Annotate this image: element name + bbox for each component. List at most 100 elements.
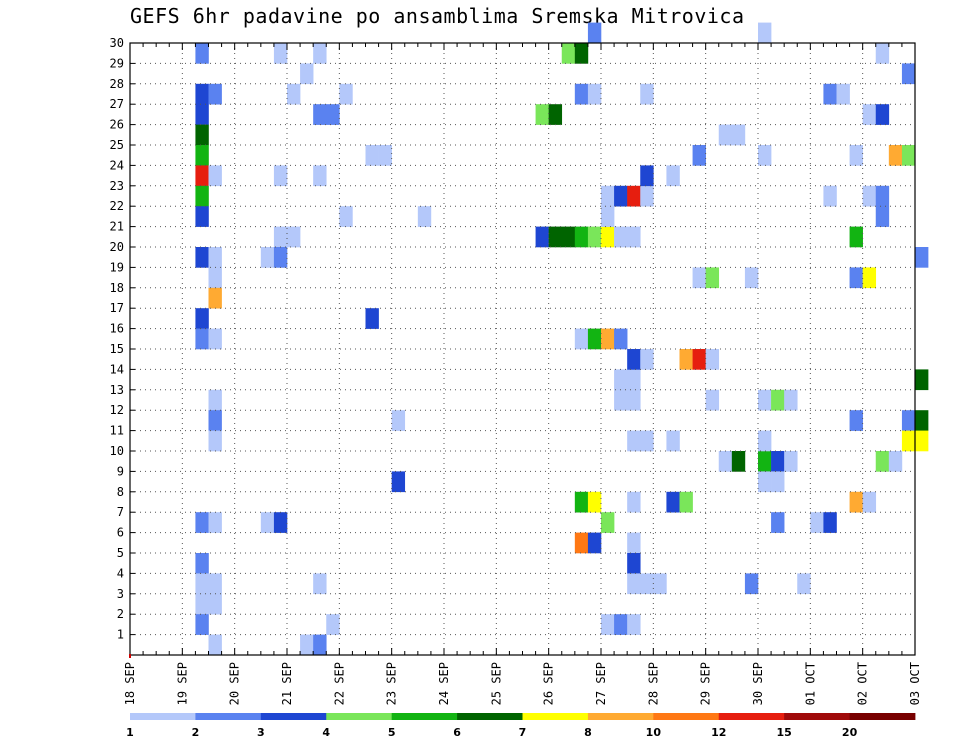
precip-cell [731, 451, 746, 472]
precip-cell [784, 389, 798, 411]
y-tick-label: 1 [117, 628, 124, 642]
precip-cell [601, 206, 615, 227]
colorbar-segment [849, 713, 916, 720]
y-tick-label: 25 [110, 138, 124, 152]
precip-cell [587, 22, 602, 44]
precip-cell [758, 389, 772, 411]
precip-cell [875, 185, 890, 207]
grid-layer [129, 42, 916, 655]
y-tick-label: 24 [110, 158, 124, 172]
precip-cell [627, 389, 641, 411]
precip-cell [313, 43, 327, 64]
precip-cell [614, 185, 628, 207]
precip-cell [208, 328, 222, 350]
precip-cell [208, 512, 222, 533]
precip-cell [195, 553, 209, 574]
colorbar-label: 10 [646, 726, 662, 739]
precip-cell [195, 124, 209, 146]
precip-cell [574, 83, 589, 105]
y-tick-label: 8 [117, 485, 124, 499]
precip-cell [273, 247, 288, 268]
precip-cell [561, 43, 576, 64]
precip-cell [273, 226, 288, 248]
precip-cell [823, 512, 837, 533]
y-tick-label: 18 [110, 281, 124, 295]
y-tick-label: 9 [117, 464, 124, 478]
y-tick-label: 30 [110, 36, 124, 50]
precip-cell [771, 512, 785, 533]
precip-cell [797, 573, 811, 595]
precip-cell [195, 104, 209, 125]
colorbar-label: 8 [584, 726, 592, 739]
precip-cell [548, 226, 563, 248]
precip-cell [614, 614, 628, 635]
precip-cell [758, 451, 772, 472]
precip-cell [195, 145, 209, 166]
x-tick-label: 21 SEP [280, 662, 294, 705]
precip-cell [627, 349, 641, 370]
y-tick-label: 16 [110, 322, 124, 336]
precip-cell [208, 267, 222, 289]
y-tick-label: 19 [110, 260, 124, 274]
precip-cell [574, 328, 589, 350]
precip-cell [679, 349, 693, 370]
precip-cell [195, 165, 209, 187]
y-tick-label: 4 [117, 566, 124, 580]
precip-cell [862, 185, 877, 207]
y-tick-label: 3 [117, 587, 124, 601]
precip-cell [260, 512, 275, 533]
precip-cell [260, 247, 275, 268]
precip-cell [208, 410, 222, 431]
x-tick-label: 20 SEP [228, 662, 242, 705]
x-tick-label: 24 SEP [437, 662, 451, 705]
colorbar-label: 5 [388, 726, 396, 739]
precip-cell [862, 104, 877, 125]
precip-cell [574, 43, 589, 64]
precip-cell [195, 512, 209, 533]
precip-cell [195, 593, 209, 615]
colorbar-label: 7 [519, 726, 527, 739]
precip-cell [627, 491, 641, 513]
x-tick-label: 03 OCT [908, 662, 922, 705]
precip-cell [587, 328, 602, 350]
precip-cell [601, 226, 615, 248]
precip-cell [313, 634, 327, 656]
precip-cell [744, 573, 759, 595]
colorbar-label: 3 [257, 726, 265, 739]
precip-cell [627, 573, 641, 595]
x-tick-label: 02 OCT [856, 662, 870, 705]
precip-cell [195, 573, 209, 595]
precip-cell [758, 22, 772, 44]
y-tick-label: 20 [110, 240, 124, 254]
precip-cell [666, 491, 680, 513]
colorbar-segment [195, 713, 262, 720]
precip-cell [627, 185, 641, 207]
precip-cell [339, 83, 353, 105]
colorbar-segment [326, 713, 393, 720]
precip-cell [666, 430, 680, 452]
x-tick-label: 23 SEP [385, 662, 399, 705]
precip-cell [313, 165, 327, 187]
precip-cell [195, 43, 209, 64]
precip-cell [378, 145, 392, 166]
precip-cell [901, 145, 916, 166]
precip-cell [195, 206, 209, 227]
precip-cell [614, 226, 628, 248]
precip-cell [849, 491, 863, 513]
precip-cell [692, 145, 706, 166]
precip-cell [640, 430, 654, 452]
precip-cell [875, 104, 890, 125]
precip-cell [771, 471, 785, 493]
colorbar-label: 20 [842, 726, 858, 739]
precip-cell [771, 389, 785, 411]
colorbar-segment [391, 713, 458, 720]
y-tick-label: 13 [110, 383, 124, 397]
precip-cell [574, 491, 589, 513]
precip-cell [587, 226, 602, 248]
y-tick-label: 6 [117, 526, 124, 540]
precip-cell [587, 532, 602, 554]
x-tick-label: 28 SEP [646, 662, 660, 705]
x-tick-label: 29 SEP [699, 662, 713, 705]
precip-cell [601, 185, 615, 207]
